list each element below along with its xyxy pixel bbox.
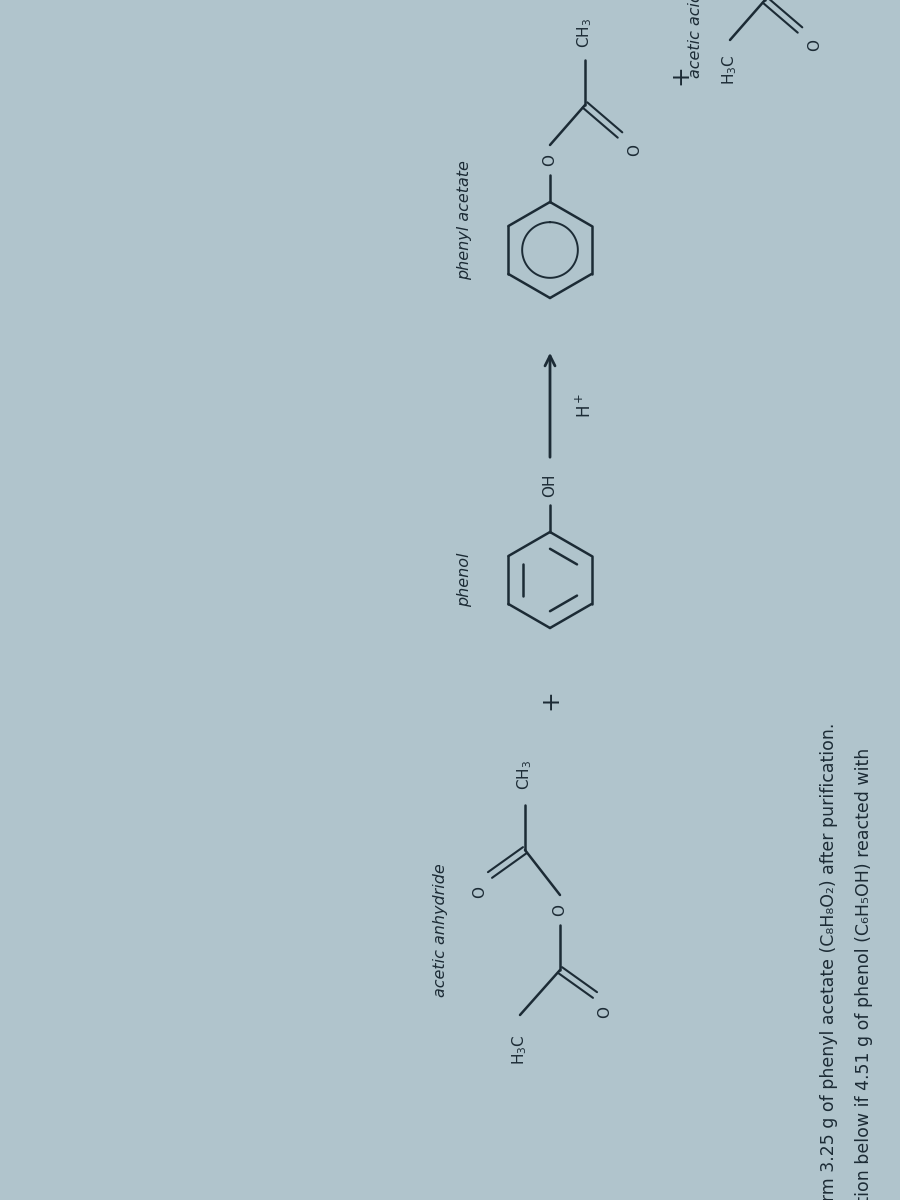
Text: O: O bbox=[472, 886, 488, 898]
Text: CH$_3$: CH$_3$ bbox=[516, 760, 535, 790]
Text: +: + bbox=[668, 65, 692, 85]
Text: +: + bbox=[538, 690, 562, 710]
Text: an excess of acetic anhydride to form 3.25 g of phenyl acetate (C₈H₈O₂) after pu: an excess of acetic anhydride to form 3.… bbox=[820, 722, 838, 1200]
Text: 7.  Calculate the percent yield for the reaction below if 4.51 g of phenol (C₆H₅: 7. Calculate the percent yield for the r… bbox=[855, 748, 873, 1200]
Text: OH: OH bbox=[543, 473, 557, 497]
Text: phenyl acetate: phenyl acetate bbox=[457, 160, 472, 280]
Text: CH$_3$: CH$_3$ bbox=[576, 18, 594, 48]
Text: H$^+$: H$^+$ bbox=[575, 392, 595, 418]
Text: phenol: phenol bbox=[457, 553, 472, 607]
Text: O: O bbox=[543, 154, 557, 166]
Text: H$_3$C: H$_3$C bbox=[510, 1034, 529, 1066]
Text: O: O bbox=[553, 904, 568, 916]
Text: acetic anhydride: acetic anhydride bbox=[433, 863, 447, 997]
Text: O: O bbox=[598, 1006, 613, 1018]
Text: H$_3$C: H$_3$C bbox=[721, 55, 740, 85]
Text: O: O bbox=[807, 38, 823, 50]
Text: acetic acid: acetic acid bbox=[688, 0, 703, 78]
Text: O: O bbox=[627, 144, 643, 156]
